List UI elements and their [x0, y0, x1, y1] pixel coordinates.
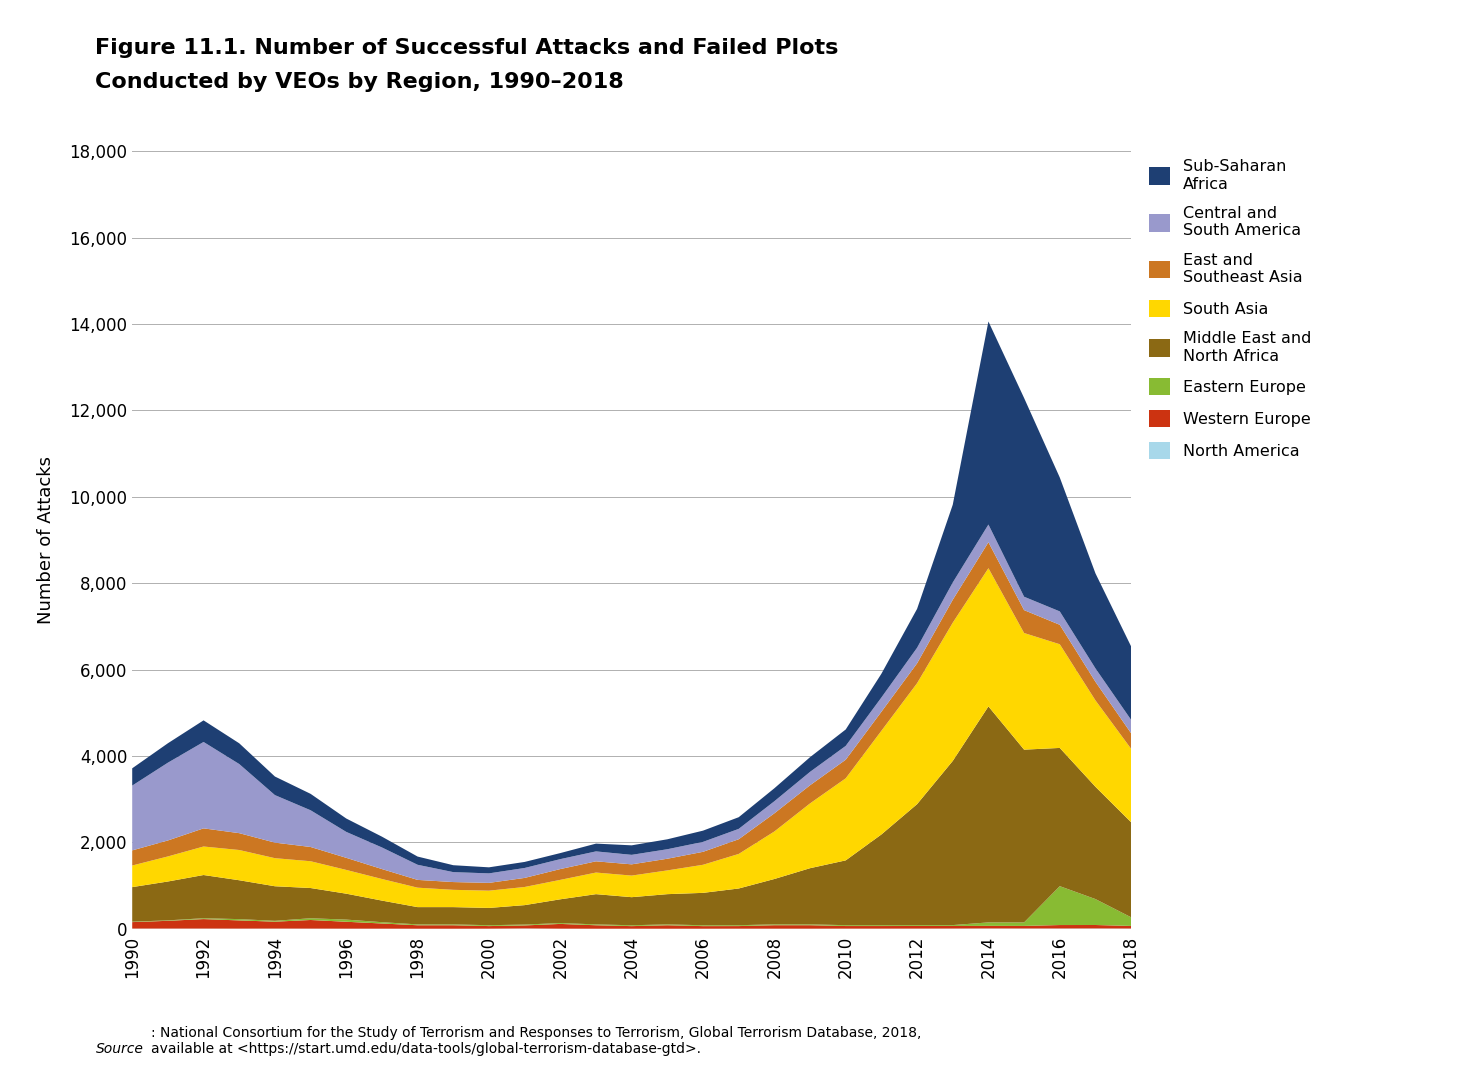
Y-axis label: Number of Attacks: Number of Attacks — [37, 456, 56, 624]
Text: Source: Source — [95, 1042, 144, 1056]
Text: Conducted by VEOs by Region, 1990–2018: Conducted by VEOs by Region, 1990–2018 — [95, 72, 624, 93]
Text: : National Consortium for the Study of Terrorism and Responses to Terrorism, Glo: : National Consortium for the Study of T… — [151, 1026, 921, 1056]
Text: Figure 11.1. Number of Successful Attacks and Failed Plots: Figure 11.1. Number of Successful Attack… — [95, 38, 839, 58]
Legend: Sub-Saharan
Africa, Central and
South America, East and
Southeast Asia, South As: Sub-Saharan Africa, Central and South Am… — [1149, 159, 1310, 459]
